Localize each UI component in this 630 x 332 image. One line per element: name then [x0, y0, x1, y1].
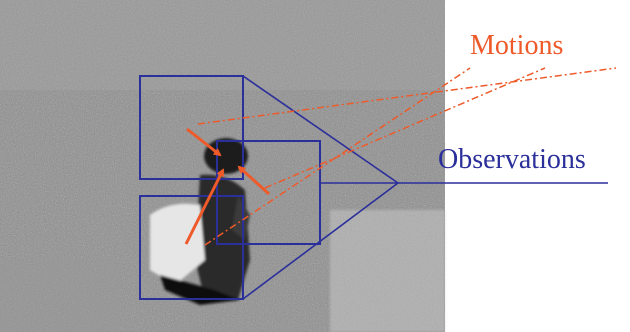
observation-window-right	[216, 140, 321, 245]
observation-window-bottom	[139, 195, 244, 300]
motion-arrow-3	[184, 168, 225, 245]
motion-arrows	[184, 127, 271, 245]
observation-lines	[242, 75, 608, 300]
observations-label: Observations	[438, 144, 586, 175]
observation-windows	[139, 75, 321, 300]
motion-arrow-1	[186, 127, 222, 157]
person-figure	[150, 138, 250, 305]
motion-arrow-2	[237, 165, 271, 196]
motion-lines	[197, 67, 617, 246]
motions-label: Motions	[470, 30, 563, 61]
observation-window-top	[139, 75, 244, 180]
